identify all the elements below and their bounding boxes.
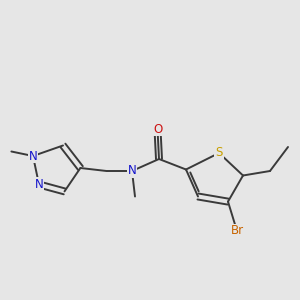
Text: O: O	[153, 122, 162, 136]
Text: Br: Br	[230, 224, 244, 238]
Text: S: S	[215, 146, 223, 160]
Text: N: N	[34, 178, 43, 191]
Text: N: N	[28, 149, 38, 163]
Text: N: N	[128, 164, 136, 178]
